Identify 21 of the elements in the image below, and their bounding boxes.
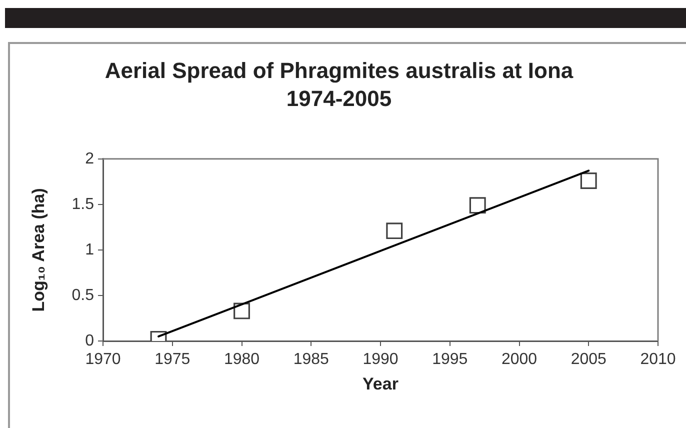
point: [386, 222, 403, 240]
y-tick-label: 2: [85, 150, 94, 168]
x-tick-label: 1980: [224, 351, 260, 368]
x-tick-label: 1970: [85, 351, 121, 368]
x-tick-label: 2010: [640, 351, 676, 368]
point: [580, 172, 597, 189]
point: [469, 197, 486, 214]
x-tick-label: 1985: [293, 351, 330, 368]
x-axis-title: Year: [362, 374, 399, 394]
y-tick-label: 0: [85, 332, 94, 350]
point: [234, 302, 250, 320]
y-tick-label: 1.5: [72, 196, 94, 213]
chart-title: Aerial Spread of Phragmites australis at Iona 1974-2005: [104, 58, 574, 111]
y-tick-label: 0.5: [72, 286, 94, 304]
x-tick-label: 2005: [570, 351, 607, 368]
x-tick-label: 2000: [501, 351, 538, 368]
x-tick-label: 1995: [432, 351, 468, 368]
y-tick-label: 1: [85, 241, 94, 258]
x-tick-label: 1975: [154, 351, 190, 368]
x-tick-label: 1990: [362, 351, 398, 368]
y-axis-title: Log₁₀ Area (ha): [28, 188, 48, 312]
